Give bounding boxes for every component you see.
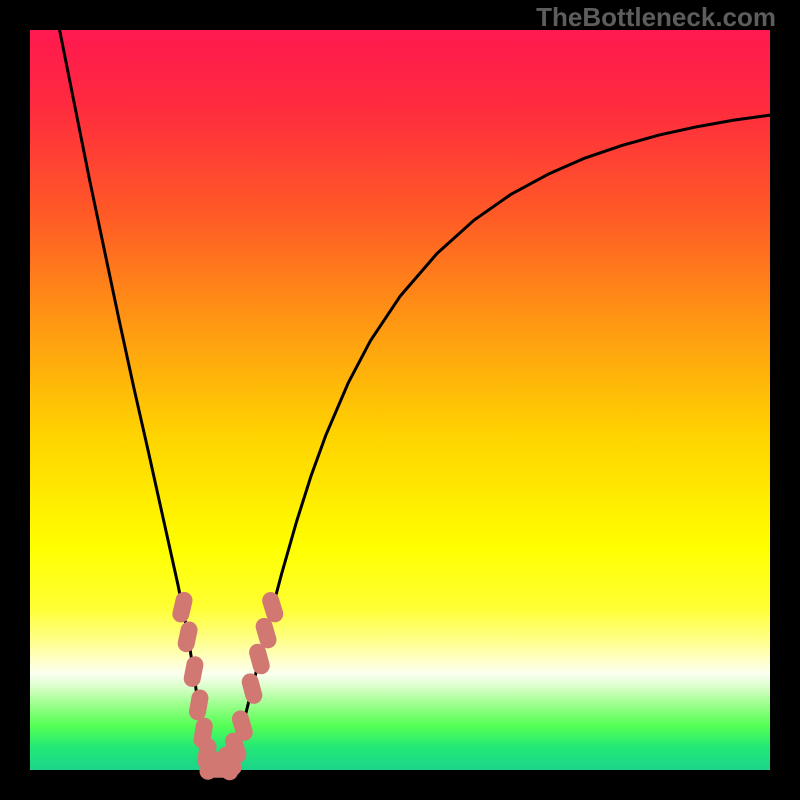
curve-marker [188,689,209,721]
curve-marker [177,620,199,653]
curve-marker [240,672,263,705]
curve-marker [183,655,204,688]
watermark-text: TheBottleneck.com [536,2,776,33]
curve-marker [171,591,193,624]
bottleneck-curve [60,30,770,770]
chart-container: TheBottleneck.com [0,0,800,800]
chart-overlay-svg [0,0,800,800]
